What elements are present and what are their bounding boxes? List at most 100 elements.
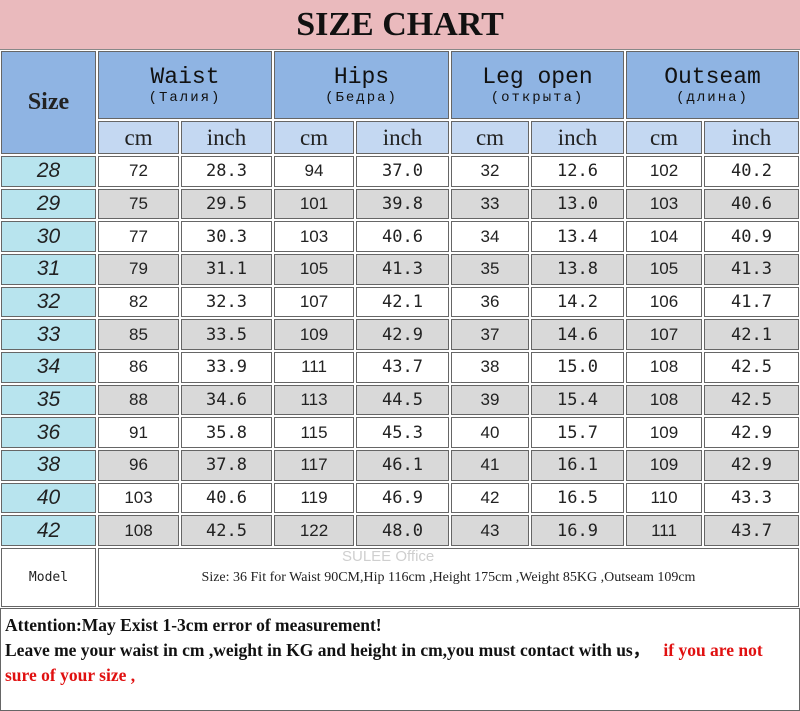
cm-cell: 72 [98,156,179,187]
cm-cell: 77 [98,221,179,252]
unit-header: inch [356,121,449,154]
unit-header: cm [98,121,179,154]
size-cell: 29 [1,188,96,220]
group-name: Waist [150,64,220,90]
inch-cell: 43.7 [704,515,799,546]
unit-header: inch [181,121,272,154]
cm-cell: 85 [98,319,179,350]
unit-header: inch [704,121,799,154]
group-header: Leg open (открыта) [451,51,624,119]
group-header: Waist (Талия) [98,51,272,119]
size-cell: 31 [1,254,96,285]
cm-cell: 109 [626,417,702,448]
inch-cell: 34.6 [181,384,272,416]
inch-cell: 13.8 [531,254,624,285]
cm-cell: 113 [274,384,354,416]
cm-cell: 108 [626,352,702,383]
inch-cell: 41.3 [356,254,449,285]
inch-cell: 13.4 [531,221,624,252]
cm-cell: 79 [98,254,179,285]
cm-cell: 109 [274,319,354,350]
cm-cell: 115 [274,417,354,448]
cm-cell: 34 [451,221,529,252]
cm-cell: 108 [98,515,179,546]
cm-cell: 117 [274,450,354,481]
cm-cell: 40 [451,417,529,448]
cm-cell: 86 [98,352,179,383]
inch-cell: 42.1 [356,286,449,318]
notes: Attention:May Exist 1-3cm error of measu… [0,608,800,711]
group-sub: (Бедра) [325,90,398,106]
contact-line: Leave me your waist in cm ,weight in KG … [5,638,795,688]
title: SIZE CHART [0,0,800,50]
group-header: Hips (Бедра) [274,51,449,119]
inch-cell: 42.5 [181,515,272,546]
cm-cell: 32 [451,156,529,187]
cm-cell: 94 [274,156,354,187]
cm-cell: 105 [274,254,354,285]
cm-cell: 110 [626,482,702,514]
group-sub: (длина) [676,90,749,106]
inch-cell: 42.9 [356,319,449,350]
size-cell: 34 [1,352,96,383]
unit-header: cm [626,121,702,154]
group-name: Outseam [664,64,761,90]
group-sub: (Талия) [148,90,222,106]
cm-cell: 82 [98,286,179,318]
inch-cell: 33.9 [181,352,272,383]
cm-cell: 103 [274,221,354,252]
inch-cell: 33.5 [181,319,272,350]
inch-cell: 16.5 [531,482,624,514]
cm-cell: 105 [626,254,702,285]
cm-cell: 33 [451,188,529,220]
cm-cell: 88 [98,384,179,416]
inch-cell: 16.1 [531,450,624,481]
inch-cell: 40.6 [704,188,799,220]
cm-cell: 41 [451,450,529,481]
cm-cell: 102 [626,156,702,187]
inch-cell: 37.8 [181,450,272,481]
size-cell: 30 [1,221,96,252]
cm-cell: 122 [274,515,354,546]
inch-cell: 42.5 [704,384,799,416]
inch-cell: 44.5 [356,384,449,416]
inch-cell: 35.8 [181,417,272,448]
cm-cell: 104 [626,221,702,252]
inch-cell: 48.0 [356,515,449,546]
inch-cell: 43.3 [704,482,799,514]
inch-cell: 43.7 [356,352,449,383]
inch-cell: 40.2 [704,156,799,187]
group-name: Hips [333,64,390,90]
unit-header: inch [531,121,624,154]
cm-cell: 119 [274,482,354,514]
inch-cell: 29.5 [181,188,272,220]
inch-cell: 14.2 [531,286,624,318]
size-cell: 33 [1,319,96,350]
inch-cell: 16.9 [531,515,624,546]
inch-cell: 46.1 [356,450,449,481]
cm-cell: 96 [98,450,179,481]
cm-cell: 91 [98,417,179,448]
inch-cell: 32.3 [181,286,272,318]
model-text: Size: 36 Fit for Waist 90CM,Hip 116cm ,H… [98,548,799,607]
inch-cell: 40.6 [181,482,272,514]
contact-text: Leave me your waist in cm ,weight in KG … [5,640,651,660]
cm-cell: 36 [451,286,529,318]
inch-cell: 42.9 [704,450,799,481]
inch-cell: 31.1 [181,254,272,285]
inch-cell: 14.6 [531,319,624,350]
inch-cell: 15.4 [531,384,624,416]
unit-header: cm [451,121,529,154]
cm-cell: 103 [626,188,702,220]
cm-cell: 42 [451,482,529,514]
inch-cell: 41.7 [704,286,799,318]
size-header: Size [1,51,96,154]
model-label: Model [1,548,96,607]
attention: Attention:May Exist 1-3cm error of measu… [5,615,382,635]
unit-header: cm [274,121,354,154]
group-sub: (открыта) [490,90,585,106]
inch-cell: 37.0 [356,156,449,187]
cm-cell: 106 [626,286,702,318]
inch-cell: 15.7 [531,417,624,448]
inch-cell: 40.9 [704,221,799,252]
